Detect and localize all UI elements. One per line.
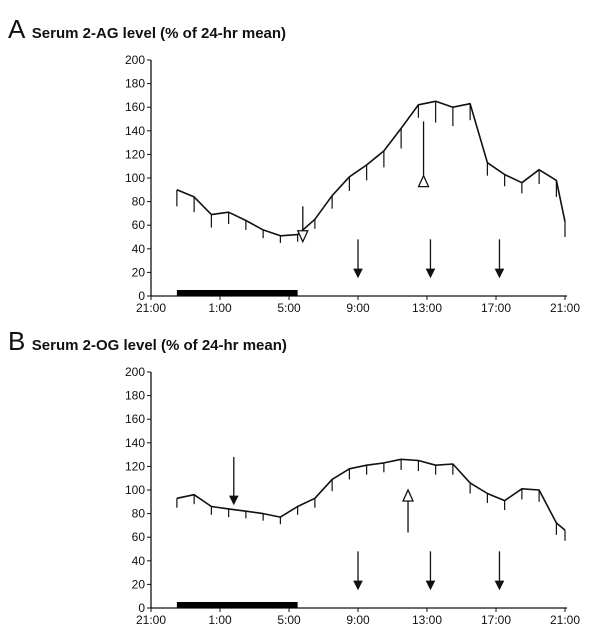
b-meal-arrow [228, 456, 239, 506]
a-meal-arrow [494, 239, 505, 279]
b-y-tick-label: 200 [125, 365, 145, 379]
a-arrow-head [353, 268, 363, 279]
a-y-tick-label: 80 [132, 195, 146, 209]
b-arrow-head [402, 488, 415, 502]
panel-b-caption: Serum 2-OG level (% of 24-hr mean) [31, 337, 287, 354]
a-y-tick-label: 0 [138, 289, 145, 303]
b-series-line [176, 458, 566, 531]
a-series-line [176, 100, 566, 237]
a-meal-arrow [353, 239, 363, 279]
b-x-tick-label: 5:00 [277, 613, 301, 625]
a-y-tick-label: 120 [125, 147, 145, 161]
b-arrow-head [353, 580, 363, 591]
a-x-tick-label: 21:00 [550, 301, 580, 312]
a-arrow-head [417, 174, 430, 188]
panel-a-chart: 0 20 40 60 80 100 120 140 160 180 200 21:00 1:00 5:00… [125, 53, 580, 312]
b-y-tick-label: 100 [125, 483, 145, 497]
a-x-tick-label: 1:00 [208, 301, 232, 312]
b-y-tick-label: 120 [125, 459, 145, 473]
a-x-tick-label: 5:00 [277, 301, 301, 312]
a-y-tick-label: 200 [125, 53, 145, 67]
a-open-arrow [296, 206, 309, 244]
a-x-tick-label: 9:00 [346, 301, 370, 312]
b-x-tick-label: 9:00 [346, 613, 370, 625]
b-x-tick-label: 17:00 [481, 613, 511, 625]
b-x-tick-label: 13:00 [412, 613, 442, 625]
panel-a-title: A Serum 2-AG level (% of 24-hr mean) [8, 14, 286, 45]
panel-b-title: B Serum 2-OG level (% of 24-hr mean) [8, 326, 287, 357]
a-x-tick-label: 13:00 [412, 301, 442, 312]
panel-b-chart: 0 20 40 60 80 100 120 140 160 180 200 21:00 1:00 5:00… [125, 365, 580, 625]
b-x-tick-label: 21:00 [550, 613, 580, 625]
b-y-tick-label: 180 [125, 389, 145, 403]
a-meal-arrow [425, 239, 436, 279]
b-y-tick-label: 40 [132, 554, 146, 568]
b-y-tick-label: 60 [132, 530, 146, 544]
b-meal-arrow [494, 551, 505, 591]
a-y-tick-label: 180 [125, 77, 145, 91]
b-x-tick-label: 1:00 [208, 613, 232, 625]
a-arrow-head [425, 268, 436, 279]
b-arrow-head [494, 580, 505, 591]
b-arrow-head [425, 580, 436, 591]
b-y-tick-label: 20 [132, 577, 146, 591]
b-meal-arrow [353, 551, 363, 591]
a-sleep-bar [176, 290, 298, 296]
a-y-tick-label: 20 [132, 265, 146, 279]
a-y-tick-label: 100 [125, 171, 145, 185]
a-open-arrow [417, 121, 430, 188]
a-y-tick-label: 160 [125, 100, 145, 114]
b-y-tick-label: 80 [132, 507, 146, 521]
b-sleep-bar [176, 602, 298, 608]
panel-b: B Serum 2-OG level (% of 24-hr mean) 0 20… [0, 312, 592, 625]
b-x-tick-label: 21:00 [136, 613, 166, 625]
a-y-tick-label: 40 [132, 242, 146, 256]
a-x-tick-label: 17:00 [481, 301, 511, 312]
b-open-arrow [402, 488, 415, 533]
b-y-tick-label: 140 [125, 436, 145, 450]
b-meal-arrow [425, 551, 436, 591]
b-y-tick-label: 160 [125, 412, 145, 426]
a-arrow-head [494, 268, 505, 279]
panel-b-letter: B [8, 326, 26, 356]
panel-a-caption: Serum 2-AG level (% of 24-hr mean) [31, 25, 287, 42]
b-arrow-head [228, 495, 239, 506]
a-arrow-head [296, 230, 309, 244]
a-y-tick-label: 140 [125, 124, 145, 138]
b-y-tick-label: 0 [138, 601, 145, 615]
panel-a: A Serum 2-AG level (% of 24-hr mean) 0 20… [0, 0, 592, 312]
a-x-tick-label: 21:00 [136, 301, 166, 312]
panel-a-letter: A [8, 14, 26, 44]
a-y-tick-label: 60 [132, 218, 146, 232]
